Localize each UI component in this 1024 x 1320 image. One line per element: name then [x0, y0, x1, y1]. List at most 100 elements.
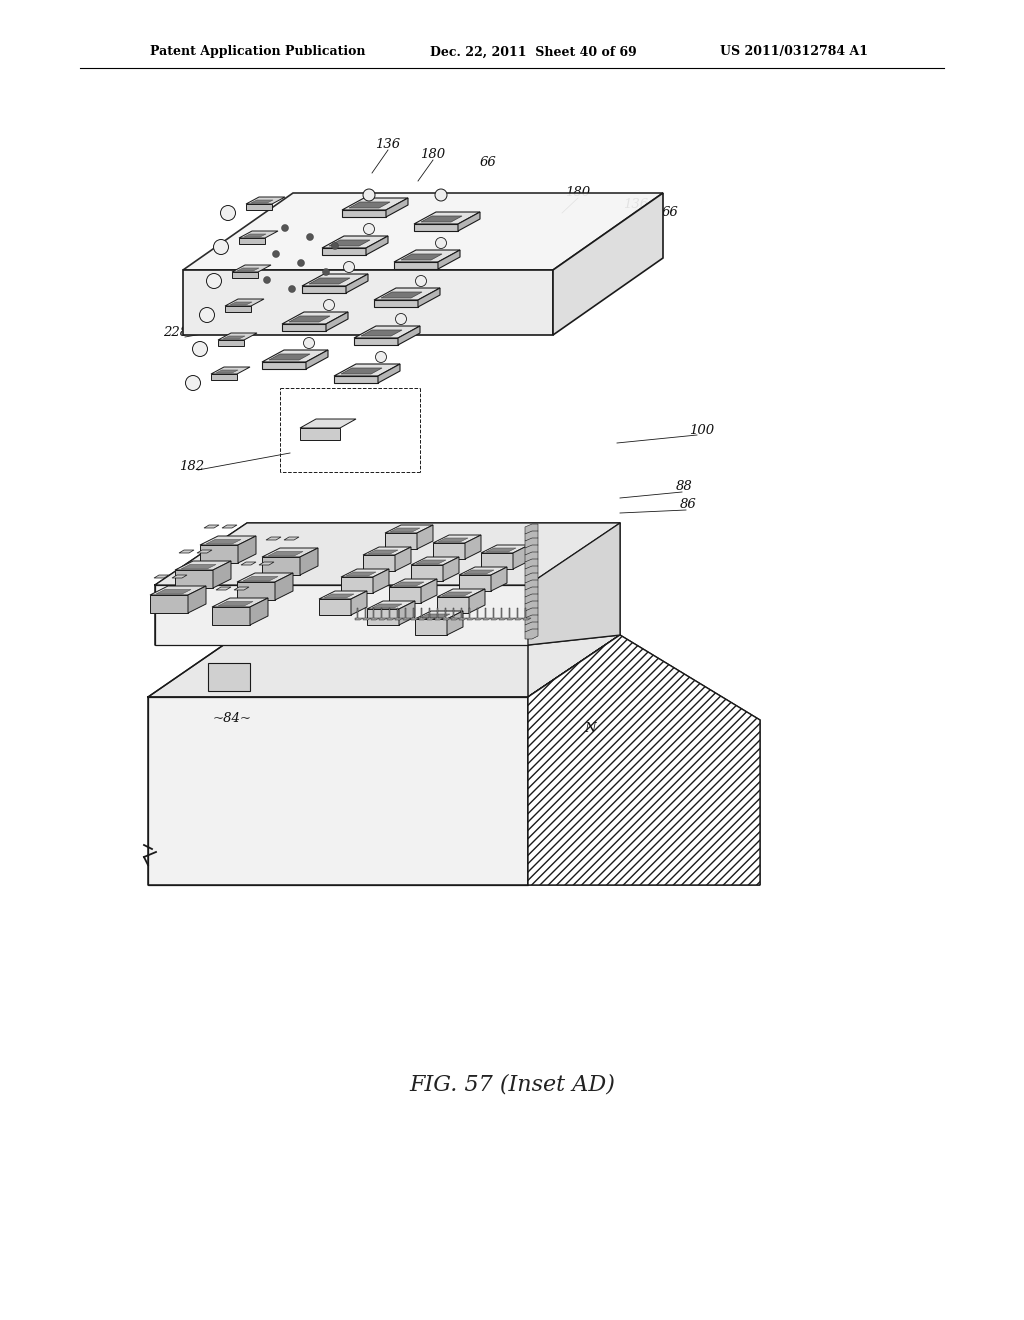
- Text: 180: 180: [421, 148, 445, 161]
- Polygon shape: [225, 300, 264, 306]
- Polygon shape: [525, 630, 538, 639]
- Polygon shape: [150, 595, 188, 612]
- Circle shape: [362, 189, 375, 201]
- Polygon shape: [334, 364, 400, 376]
- Polygon shape: [211, 367, 250, 374]
- Polygon shape: [204, 525, 219, 528]
- Polygon shape: [289, 315, 330, 322]
- Polygon shape: [150, 586, 206, 595]
- Polygon shape: [394, 249, 460, 261]
- Polygon shape: [420, 614, 450, 618]
- Polygon shape: [523, 609, 531, 620]
- Polygon shape: [232, 265, 271, 272]
- Polygon shape: [368, 550, 398, 554]
- Polygon shape: [319, 599, 351, 615]
- Text: Dec. 22, 2011  Sheet 40 of 69: Dec. 22, 2011 Sheet 40 of 69: [430, 45, 637, 58]
- Polygon shape: [513, 545, 529, 569]
- Polygon shape: [507, 609, 515, 620]
- Polygon shape: [525, 587, 538, 597]
- Polygon shape: [341, 368, 382, 374]
- Polygon shape: [528, 635, 760, 884]
- Polygon shape: [490, 568, 507, 591]
- Polygon shape: [525, 558, 538, 569]
- Polygon shape: [467, 609, 475, 620]
- Polygon shape: [188, 586, 206, 612]
- Polygon shape: [334, 376, 378, 383]
- Polygon shape: [528, 635, 760, 884]
- Text: 100: 100: [689, 424, 715, 437]
- Polygon shape: [181, 565, 216, 569]
- Polygon shape: [528, 635, 620, 884]
- Polygon shape: [438, 249, 460, 269]
- Polygon shape: [416, 560, 446, 564]
- Polygon shape: [175, 570, 213, 587]
- Polygon shape: [322, 248, 366, 255]
- Polygon shape: [326, 312, 348, 331]
- Circle shape: [185, 375, 201, 391]
- Polygon shape: [403, 609, 411, 620]
- Polygon shape: [349, 202, 390, 209]
- Circle shape: [323, 268, 330, 276]
- Polygon shape: [300, 428, 340, 440]
- Polygon shape: [395, 609, 403, 620]
- Polygon shape: [390, 528, 420, 532]
- Polygon shape: [234, 587, 249, 590]
- Polygon shape: [553, 193, 663, 335]
- Polygon shape: [342, 198, 408, 210]
- Polygon shape: [341, 577, 373, 593]
- Polygon shape: [355, 609, 362, 620]
- Polygon shape: [250, 598, 268, 624]
- Circle shape: [306, 234, 313, 240]
- Polygon shape: [148, 635, 620, 697]
- Polygon shape: [212, 607, 250, 624]
- Polygon shape: [387, 609, 395, 620]
- Text: Patent Application Publication: Patent Application Publication: [150, 45, 366, 58]
- Circle shape: [289, 285, 296, 293]
- Polygon shape: [244, 234, 266, 238]
- Polygon shape: [481, 545, 529, 553]
- Polygon shape: [433, 535, 481, 543]
- Polygon shape: [459, 609, 467, 620]
- Polygon shape: [411, 609, 419, 620]
- Polygon shape: [302, 286, 346, 293]
- Polygon shape: [246, 197, 285, 205]
- Polygon shape: [385, 533, 417, 549]
- Polygon shape: [246, 205, 272, 210]
- Polygon shape: [200, 536, 256, 545]
- Polygon shape: [427, 609, 435, 620]
- Polygon shape: [179, 550, 194, 553]
- Polygon shape: [262, 362, 306, 370]
- Polygon shape: [218, 341, 244, 346]
- Polygon shape: [213, 561, 231, 587]
- Polygon shape: [417, 525, 433, 549]
- Polygon shape: [401, 253, 442, 260]
- Text: 178: 178: [213, 673, 239, 686]
- Circle shape: [332, 243, 339, 249]
- Polygon shape: [459, 568, 507, 576]
- Polygon shape: [218, 333, 257, 341]
- Polygon shape: [465, 535, 481, 558]
- Polygon shape: [366, 236, 388, 255]
- Polygon shape: [322, 236, 388, 248]
- Polygon shape: [525, 579, 538, 590]
- Circle shape: [193, 342, 208, 356]
- Polygon shape: [372, 605, 402, 609]
- Polygon shape: [525, 594, 538, 605]
- Polygon shape: [183, 271, 553, 335]
- Polygon shape: [389, 587, 421, 603]
- Polygon shape: [341, 569, 389, 577]
- Polygon shape: [206, 540, 241, 544]
- Polygon shape: [374, 300, 418, 308]
- Polygon shape: [486, 548, 516, 552]
- Polygon shape: [373, 569, 389, 593]
- Polygon shape: [371, 609, 379, 620]
- Circle shape: [263, 276, 270, 284]
- Circle shape: [207, 273, 221, 289]
- Polygon shape: [394, 261, 438, 269]
- Polygon shape: [362, 609, 371, 620]
- Polygon shape: [515, 609, 523, 620]
- Polygon shape: [490, 609, 499, 620]
- Circle shape: [200, 308, 214, 322]
- Polygon shape: [525, 609, 538, 618]
- Polygon shape: [309, 279, 350, 284]
